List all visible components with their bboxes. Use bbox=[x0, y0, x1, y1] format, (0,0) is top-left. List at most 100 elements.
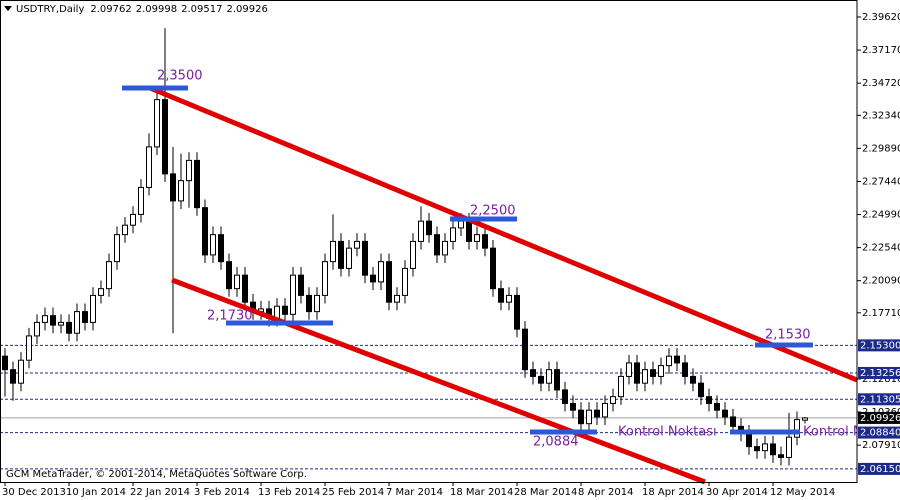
candle-body bbox=[546, 369, 552, 384]
candle-body bbox=[370, 274, 376, 283]
x-tick-label: 10 Jan 2014 bbox=[66, 487, 126, 498]
x-tick-label: 13 Feb 2014 bbox=[258, 487, 320, 498]
candle-body bbox=[122, 224, 128, 236]
level-label-box bbox=[858, 393, 900, 406]
candle-body bbox=[410, 240, 416, 269]
x-tick-label: 7 Mar 2014 bbox=[386, 487, 443, 498]
candle-body bbox=[434, 234, 440, 256]
annotation: 2,1730 bbox=[207, 309, 253, 324]
menu-arrow bbox=[4, 6, 12, 11]
candle-body bbox=[98, 288, 104, 296]
level-label-box bbox=[858, 366, 900, 379]
candle-body bbox=[538, 375, 544, 384]
candle-body bbox=[338, 240, 344, 269]
candle-body bbox=[762, 443, 768, 452]
candle-body bbox=[466, 220, 472, 242]
candle-body bbox=[138, 186, 144, 215]
candle-body bbox=[330, 240, 336, 263]
candle-body bbox=[218, 234, 224, 263]
candle-body bbox=[362, 240, 368, 276]
level-label-box bbox=[858, 339, 900, 352]
candle-body bbox=[586, 409, 592, 425]
candle-body bbox=[570, 402, 576, 411]
candle-body bbox=[2, 355, 8, 371]
candle-body bbox=[10, 369, 16, 384]
annotation: 2,0884 bbox=[533, 435, 579, 450]
candle-body bbox=[234, 274, 240, 290]
clip: Kontrol Noktası bbox=[803, 425, 857, 440]
y-tick-label: 2.34720 bbox=[862, 78, 900, 89]
candle-body bbox=[618, 375, 624, 398]
y-tick-label: 2.39620 bbox=[862, 12, 900, 23]
candle-body bbox=[74, 311, 80, 334]
x-tick-label: 12 May 2014 bbox=[770, 487, 835, 498]
y-tick-label: 2.22540 bbox=[862, 243, 900, 254]
y-axis: 2.39620 2.37170 2.34720 2.32340 2.29890 2.274… bbox=[857, 12, 900, 475]
level-label: 2.11305 bbox=[860, 394, 900, 405]
candle-body bbox=[346, 247, 352, 269]
low: 2.09517 bbox=[181, 4, 222, 15]
candle-body bbox=[58, 321, 64, 326]
level-label: 2.08840 bbox=[860, 428, 900, 439]
candle-body bbox=[602, 402, 608, 418]
y-tick-label: 2.37170 bbox=[862, 45, 900, 56]
level-label: 2.06150 bbox=[860, 464, 900, 475]
plot-area bbox=[0, 28, 857, 470]
candle-body bbox=[450, 227, 456, 242]
candle-body bbox=[226, 261, 232, 290]
candle-body bbox=[178, 180, 184, 202]
x-tick-label: 18 Apr 2014 bbox=[642, 487, 704, 498]
candle-body bbox=[354, 240, 360, 249]
candle-body bbox=[402, 267, 408, 296]
candle-body bbox=[474, 234, 480, 242]
footer: GCM MetaTrader, © 2001-2014, MetaQuotes … bbox=[6, 469, 307, 480]
x-tick-label: 30 Apr 2014 bbox=[706, 487, 768, 498]
markers bbox=[122, 85, 813, 435]
candle-body bbox=[730, 416, 736, 427]
level-label-box bbox=[858, 462, 900, 475]
close: 2.09926 bbox=[226, 4, 267, 15]
y-tick-label: 2.29890 bbox=[862, 143, 900, 154]
candle-body bbox=[578, 409, 584, 425]
candle-body bbox=[66, 321, 72, 334]
y-tick-label: 2.07910 bbox=[862, 440, 900, 451]
candle-body bbox=[714, 402, 720, 411]
candle-body bbox=[34, 321, 40, 337]
candle-body bbox=[674, 355, 680, 364]
candle-body bbox=[498, 288, 504, 303]
candle-body bbox=[322, 261, 328, 296]
candle-body bbox=[554, 369, 560, 391]
candle-body bbox=[610, 396, 616, 404]
y-tick-label: 2.32340 bbox=[862, 110, 900, 121]
x-tick-label: 8 Apr 2014 bbox=[578, 487, 633, 498]
candle-body bbox=[442, 240, 448, 256]
y-tick-label: 2.17710 bbox=[862, 308, 900, 319]
candle-body bbox=[642, 369, 648, 384]
high: 2.09998 bbox=[136, 4, 177, 15]
x-tick-label: 30 Dec 2013 bbox=[2, 487, 66, 498]
candle-body bbox=[658, 365, 664, 377]
x-tick-label: 3 Feb 2014 bbox=[194, 487, 250, 498]
annotation: 2,1530 bbox=[765, 328, 811, 343]
candle-body bbox=[490, 247, 496, 290]
candle-body bbox=[26, 335, 32, 361]
candle-body bbox=[394, 294, 400, 303]
candle-body bbox=[202, 207, 208, 256]
symbol: USDTRY,Daily bbox=[16, 4, 84, 15]
candle-body bbox=[154, 99, 160, 148]
candle-body bbox=[594, 409, 600, 418]
y-tick-label: 2.12810 bbox=[862, 374, 900, 385]
candle-body bbox=[186, 159, 192, 182]
candle-body bbox=[698, 382, 704, 398]
candle-body bbox=[626, 362, 632, 377]
candle-body bbox=[418, 220, 424, 242]
candle-body bbox=[682, 362, 688, 377]
candle-body bbox=[386, 261, 392, 303]
candle-body bbox=[130, 213, 136, 226]
candle-body bbox=[106, 261, 112, 290]
level-label-box bbox=[858, 426, 900, 439]
candle-body bbox=[90, 294, 96, 323]
candle-body bbox=[754, 446, 760, 452]
candle-body bbox=[666, 355, 672, 367]
